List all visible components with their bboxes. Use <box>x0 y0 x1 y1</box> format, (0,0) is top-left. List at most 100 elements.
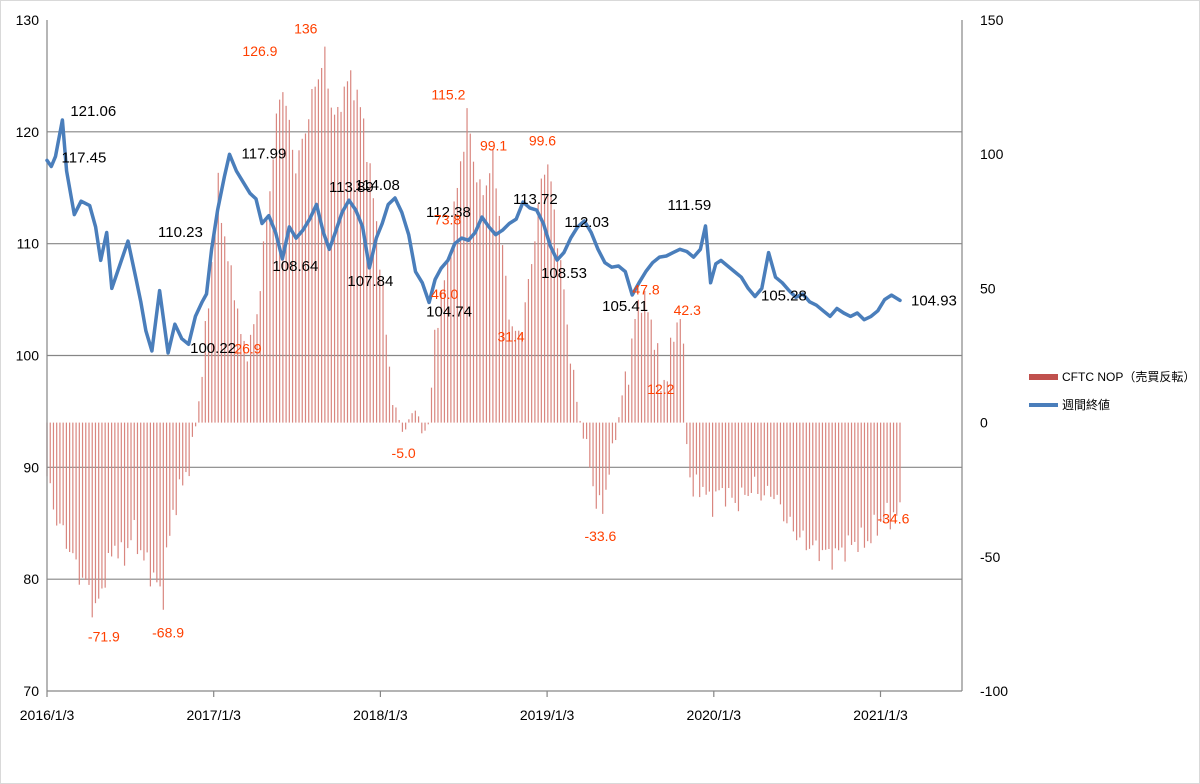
x-tick-label: 2018/1/3 <box>353 707 408 723</box>
bar <box>844 422 846 562</box>
data-label-nop: 46.0 <box>431 286 458 302</box>
bar <box>531 264 533 423</box>
bar <box>841 422 843 548</box>
bar <box>660 391 662 423</box>
line-series-weekly-close <box>45 118 902 355</box>
bar <box>553 209 555 423</box>
bar <box>699 422 701 498</box>
bar <box>443 280 446 423</box>
bar <box>518 330 520 423</box>
bar <box>505 275 507 423</box>
bar <box>107 422 109 553</box>
data-label-close: 112.38 <box>426 204 471 221</box>
bar <box>556 248 559 423</box>
bar <box>417 416 420 423</box>
bar <box>298 150 300 423</box>
bar <box>288 119 290 423</box>
bar <box>363 118 365 423</box>
bar <box>634 318 636 423</box>
bar <box>673 341 675 423</box>
data-label-close: 121.06 <box>70 103 116 120</box>
bar <box>450 252 452 423</box>
bar <box>796 422 798 541</box>
bar <box>240 334 242 423</box>
y-left-tick-label: 100 <box>16 348 40 364</box>
x-tick-label: 2019/1/3 <box>520 707 575 723</box>
bar <box>308 119 310 423</box>
x-tick-label: 2016/1/3 <box>20 707 75 723</box>
bar <box>615 422 617 441</box>
bar <box>679 319 681 423</box>
bar <box>705 422 707 495</box>
legend-label-bar: CFTC NOP（売買反転） <box>1062 369 1195 384</box>
bar <box>783 422 785 522</box>
bar <box>763 422 765 496</box>
bar <box>153 422 155 573</box>
axes <box>46 20 963 697</box>
bar <box>815 422 817 541</box>
data-labels: 121.06 117.45 110.23 100.22 117.99 108.64 113.… <box>62 21 957 645</box>
bar <box>592 422 594 487</box>
data-label-nop: -5.0 <box>392 445 416 461</box>
data-label-close: 100.22 <box>190 340 236 357</box>
bar <box>479 179 481 423</box>
bar <box>165 422 168 548</box>
bar <box>731 422 733 498</box>
bar <box>805 422 807 551</box>
data-label-close: 114.08 <box>355 177 400 194</box>
data-label-close: 110.23 <box>158 224 203 241</box>
bar <box>501 245 504 423</box>
bar <box>702 422 704 487</box>
bar <box>72 422 74 554</box>
bar <box>889 422 891 530</box>
bar <box>279 99 281 423</box>
bar <box>169 422 171 536</box>
data-label-close: 105.41 <box>602 298 648 315</box>
bar <box>104 422 106 588</box>
bar <box>75 422 77 560</box>
bar <box>143 422 145 561</box>
bar <box>511 326 513 423</box>
bar <box>401 422 404 432</box>
bar <box>695 422 698 475</box>
bar <box>175 422 177 516</box>
bar <box>453 201 455 423</box>
bar <box>773 422 775 500</box>
bar <box>524 302 526 423</box>
bar <box>644 290 646 423</box>
y-left-tick-label: 70 <box>23 683 39 699</box>
bar <box>741 422 743 488</box>
bar <box>359 107 362 423</box>
y-right-tick-label: 0 <box>980 415 988 431</box>
bar <box>285 105 287 423</box>
bar <box>747 422 749 497</box>
bar <box>770 422 772 497</box>
bar <box>463 151 465 423</box>
data-label-nop: 31.4 <box>497 328 524 344</box>
bar <box>204 321 206 423</box>
bar <box>760 422 762 501</box>
bar <box>514 330 517 423</box>
bar <box>618 417 620 423</box>
bar <box>78 422 80 585</box>
bar <box>802 422 804 531</box>
bar <box>385 334 387 423</box>
bar <box>715 422 717 492</box>
bar <box>850 422 853 545</box>
legend: CFTC NOP（売買反転） 週間終値 <box>1029 369 1195 412</box>
bar <box>469 133 471 423</box>
bar <box>472 161 475 423</box>
bar <box>101 422 103 589</box>
bar <box>388 366 391 423</box>
bar <box>230 265 232 423</box>
bar <box>311 89 313 423</box>
bar <box>392 405 394 423</box>
bar <box>211 261 213 423</box>
data-label-nop: 42.3 <box>674 302 701 318</box>
bar <box>269 191 271 423</box>
bar <box>818 422 820 562</box>
bar <box>547 164 549 423</box>
bar <box>637 299 639 423</box>
